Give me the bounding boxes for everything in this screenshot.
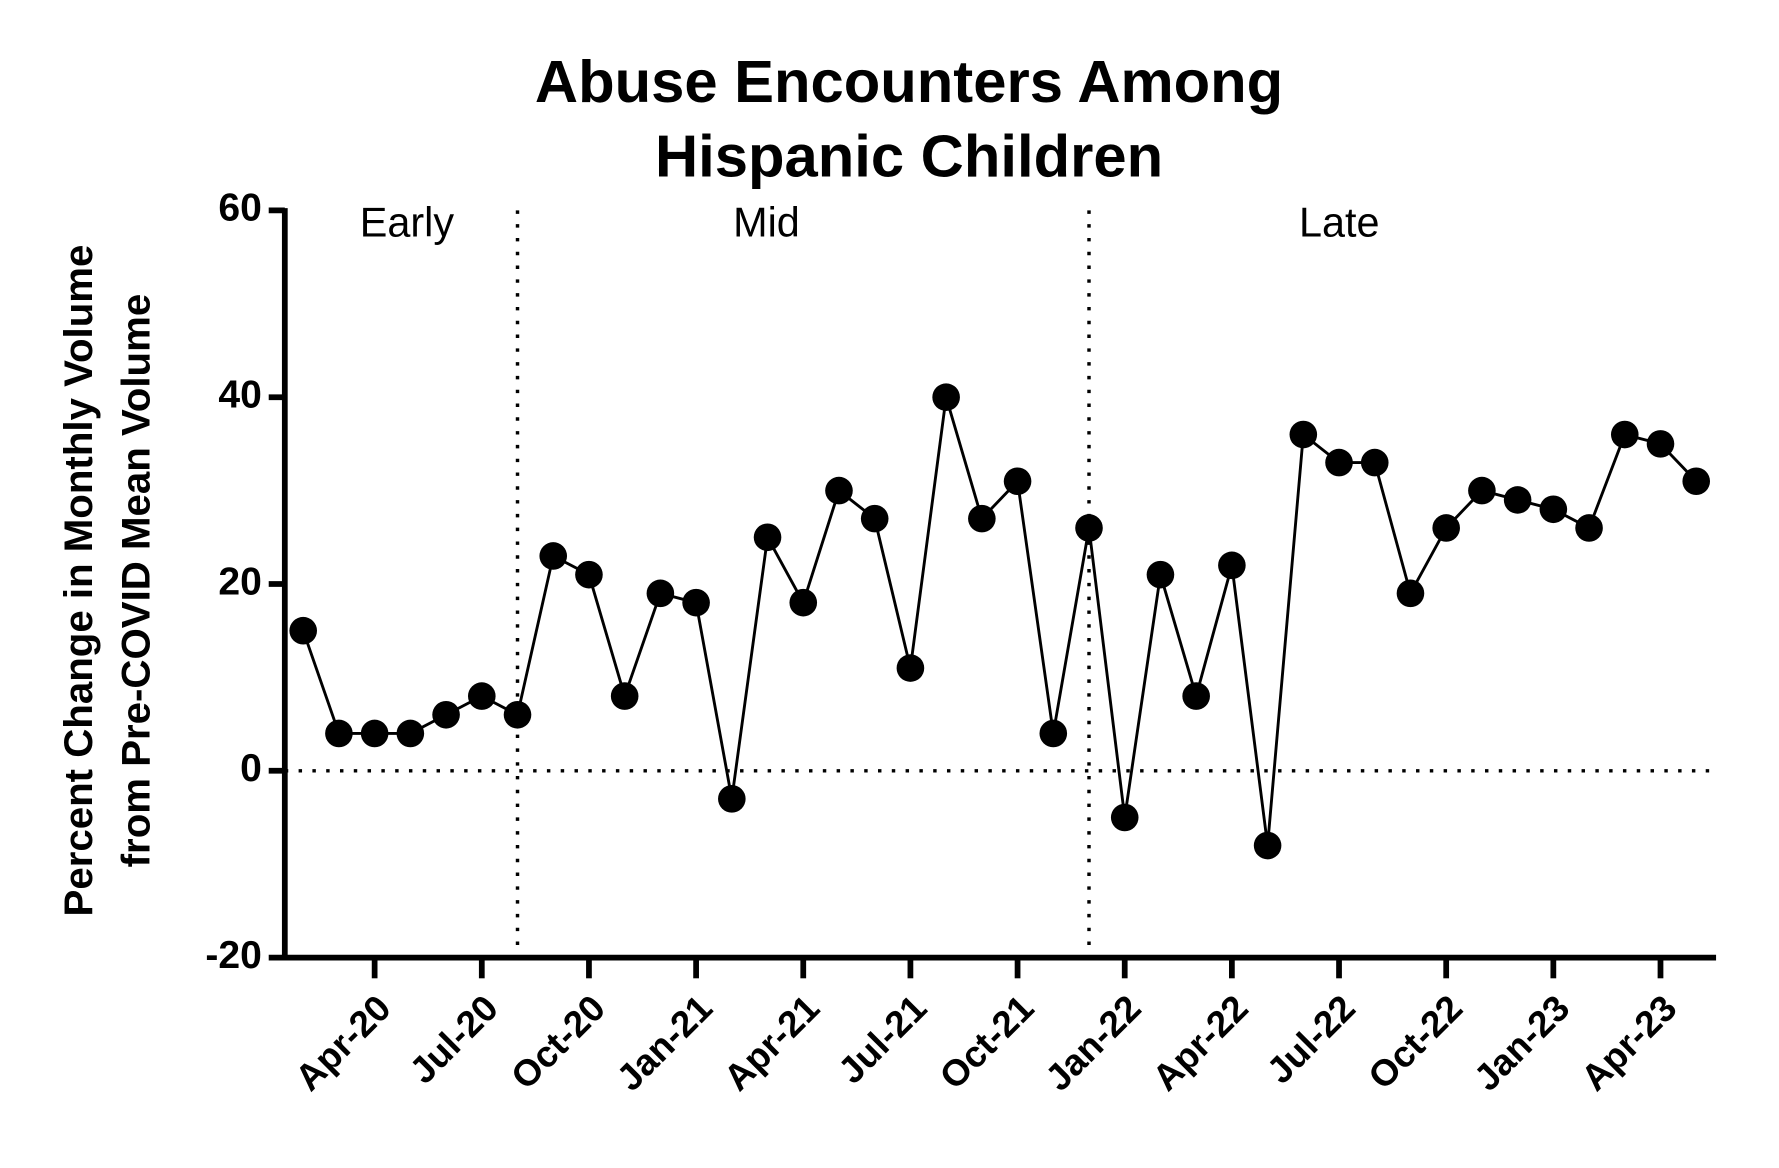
x-tick-label: Oct-21	[932, 987, 1042, 1097]
data-point	[932, 383, 960, 411]
data-point	[718, 785, 746, 813]
data-point	[539, 542, 568, 570]
y-tick-label: 40	[218, 374, 261, 417]
x-tick-label: Apr-20	[287, 987, 398, 1098]
data-point	[575, 560, 603, 589]
data-point	[503, 700, 532, 729]
data-point	[968, 504, 996, 533]
data-point	[1075, 514, 1103, 542]
x-tick-label: Jul-22	[1259, 987, 1363, 1091]
data-point	[610, 682, 639, 710]
x-tick-label: Oct-20	[503, 987, 613, 1097]
data-point	[860, 504, 889, 533]
data-point	[1682, 467, 1711, 496]
data-point	[396, 719, 425, 748]
data-point	[289, 616, 317, 645]
chart-title: Abuse Encounters Among	[535, 48, 1283, 115]
data-point	[467, 682, 496, 710]
phase-label: Early	[360, 199, 455, 245]
data-point	[1503, 486, 1532, 514]
y-tick-label: 0	[240, 747, 262, 790]
data-point	[432, 700, 460, 729]
data-point	[753, 523, 782, 552]
x-tick-label: Jan-23	[1466, 987, 1577, 1098]
data-point	[1003, 467, 1032, 496]
data-point	[896, 654, 925, 682]
x-tick-label: Jul-20	[402, 987, 506, 1091]
y-tick-label: 20	[218, 560, 261, 603]
x-tick-label: Apr-23	[1573, 987, 1684, 1098]
data-point	[1575, 514, 1603, 542]
data-point	[1539, 495, 1568, 524]
data-point	[1110, 803, 1139, 832]
data-point	[1468, 476, 1496, 505]
y-axis-title: Percent Change in Monthly Volume from Pr…	[56, 245, 158, 917]
x-tick-label: Apr-21	[716, 987, 827, 1098]
phase-label: Late	[1299, 199, 1380, 245]
data-line	[301, 396, 1698, 846]
data-point	[1360, 448, 1389, 477]
y-tick-label: -20	[205, 934, 261, 977]
data-point	[1396, 579, 1425, 608]
x-tick-label: Jul-21	[830, 987, 934, 1091]
data-point	[1039, 719, 1068, 748]
data-point	[1218, 551, 1246, 580]
y-axis-title-line: Percent Change in Monthly Volume	[56, 245, 101, 917]
data-point	[1182, 682, 1210, 710]
data-point	[646, 579, 675, 608]
chart-title: Hispanic Children	[655, 123, 1163, 190]
data-point	[1146, 560, 1175, 589]
x-tick-label: Jan-21	[609, 987, 720, 1098]
x-tick-label: Jan-22	[1037, 987, 1148, 1098]
y-axis-title-line: from Pre-COVID Mean Volume	[113, 294, 158, 868]
data-point	[1289, 420, 1318, 449]
x-tick-label: Apr-22	[1145, 987, 1256, 1098]
y-tick-label: 60	[218, 187, 261, 230]
phase-label: Mid	[733, 199, 800, 245]
data-point	[1325, 448, 1353, 477]
x-tick-label: Oct-22	[1360, 987, 1470, 1097]
data-point	[789, 588, 818, 617]
data-point	[1432, 514, 1460, 542]
data-point	[325, 719, 353, 748]
data-point	[360, 719, 389, 748]
data-point	[682, 588, 710, 617]
data-point	[825, 476, 853, 505]
data-point	[1646, 430, 1675, 458]
data-point	[1610, 420, 1639, 449]
data-point	[1253, 831, 1282, 860]
